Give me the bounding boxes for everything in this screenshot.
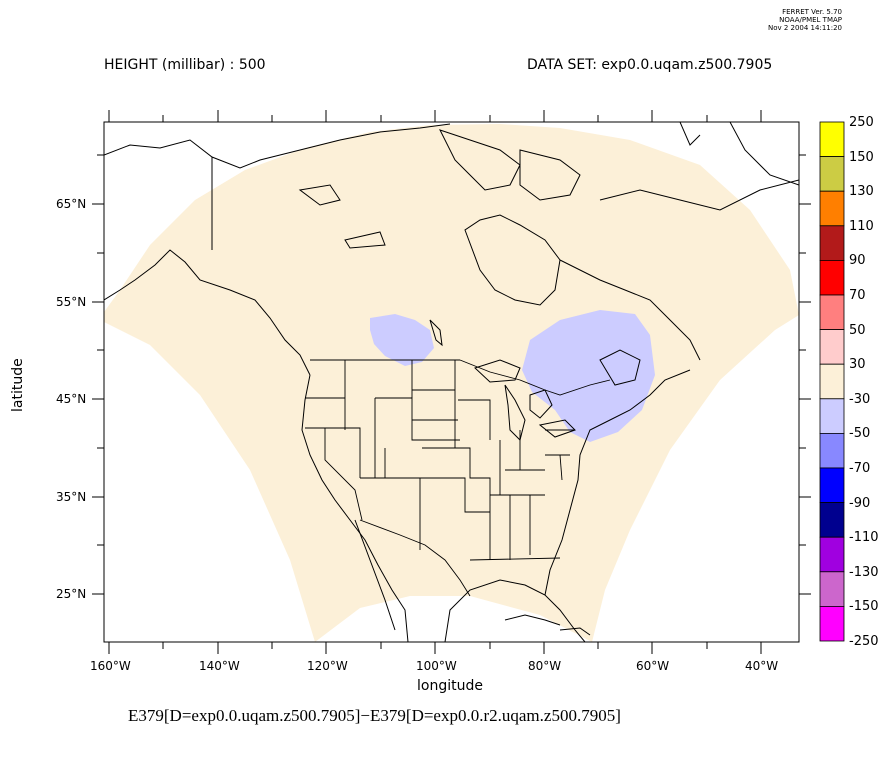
colorbar-swatch: [819, 536, 845, 573]
x-tick-label: 60°W: [636, 659, 670, 673]
plot-header-right: DATA SET: exp0.0.uqam.z500.7905: [527, 57, 773, 73]
colorbar-swatch: [819, 363, 845, 400]
y-tick-label: 55°N: [56, 295, 87, 309]
model-domain-fill: [104, 124, 799, 642]
colorbar: [819, 121, 845, 642]
negative-anomaly-west: [370, 314, 434, 366]
political-boundaries: [305, 359, 611, 597]
stamp-line-2: NOAA/PMEL TMAP: [779, 16, 842, 24]
y-axis-title: latitude: [10, 358, 26, 412]
colorbar-swatch: [819, 225, 845, 261]
colorbar-level-label: 250: [849, 115, 874, 130]
x-tick-label: 80°W: [528, 659, 562, 673]
y-tick-label: 25°N: [56, 587, 87, 601]
x-tick-label: 40°W: [745, 659, 779, 673]
colorbar-swatch: [819, 190, 845, 227]
plot-header-left: HEIGHT (millibar) : 500: [104, 57, 266, 73]
colorbar-swatch: [819, 329, 845, 365]
y-tick-label: 65°N: [56, 197, 87, 211]
plot-frame: [103, 121, 800, 643]
colorbar-swatch: [819, 467, 845, 503]
colorbar-swatch: [819, 294, 845, 330]
negative-anomaly-east: [522, 310, 655, 442]
colorbar-level-label: -130: [849, 564, 879, 580]
x-tick-label: 120°W: [307, 659, 348, 673]
colorbar-level-label: -150: [849, 599, 879, 615]
plot-footer-expression: E379[D=exp0.0.uqam.z500.7905]−E379[D=exp…: [128, 706, 621, 725]
colorbar-level-label: -70: [849, 461, 871, 476]
colorbar-swatch: [819, 432, 845, 469]
colorbar-level-label: 90: [849, 253, 866, 269]
colorbar-level-label: -90: [849, 495, 871, 511]
colorbar-swatch: [819, 502, 845, 538]
x-tick-label: 140°W: [199, 659, 240, 673]
colorbar-level-label: 70: [849, 288, 866, 303]
colorbar-level-label: 30: [849, 357, 866, 373]
colorbar-swatch: [819, 606, 845, 642]
colorbar-level-label: 150: [849, 149, 874, 165]
y-tick-label: 35°N: [56, 490, 87, 504]
coastlines: [104, 122, 799, 642]
x-axis-title: longitude: [417, 678, 483, 694]
colorbar-swatch: [819, 121, 845, 157]
x-tick-label: 160°W: [90, 659, 131, 673]
stamp-line-1: FERRET Ver. 5.70: [782, 8, 842, 16]
colorbar-level-label: -30: [849, 391, 871, 407]
colorbar-level-label: 50: [849, 322, 866, 338]
colorbar-swatch: [819, 398, 845, 434]
colorbar-level-label: 130: [849, 184, 874, 200]
x-tick-label: 100°W: [416, 659, 457, 673]
colorbar-level-label: -110: [849, 530, 879, 546]
colorbar-level-label: -50: [849, 426, 871, 442]
colorbar-level-label: 110: [849, 218, 874, 234]
colorbar-swatch: [819, 259, 845, 296]
y-axis-ticks: [92, 154, 811, 595]
colorbar-swatch: [819, 571, 845, 607]
colorbar-level-label: -250: [849, 634, 879, 649]
stamp-line-3: Nov 2 2004 14:11:20: [767, 24, 842, 32]
y-tick-label: 45°N: [56, 392, 87, 406]
x-axis-ticks: [108, 110, 762, 654]
colorbar-swatch: [819, 156, 845, 192]
ferret-stamp: FERRET Ver. 5.70 NOAA/PMEL TMAP Nov 2 20…: [768, 8, 842, 32]
